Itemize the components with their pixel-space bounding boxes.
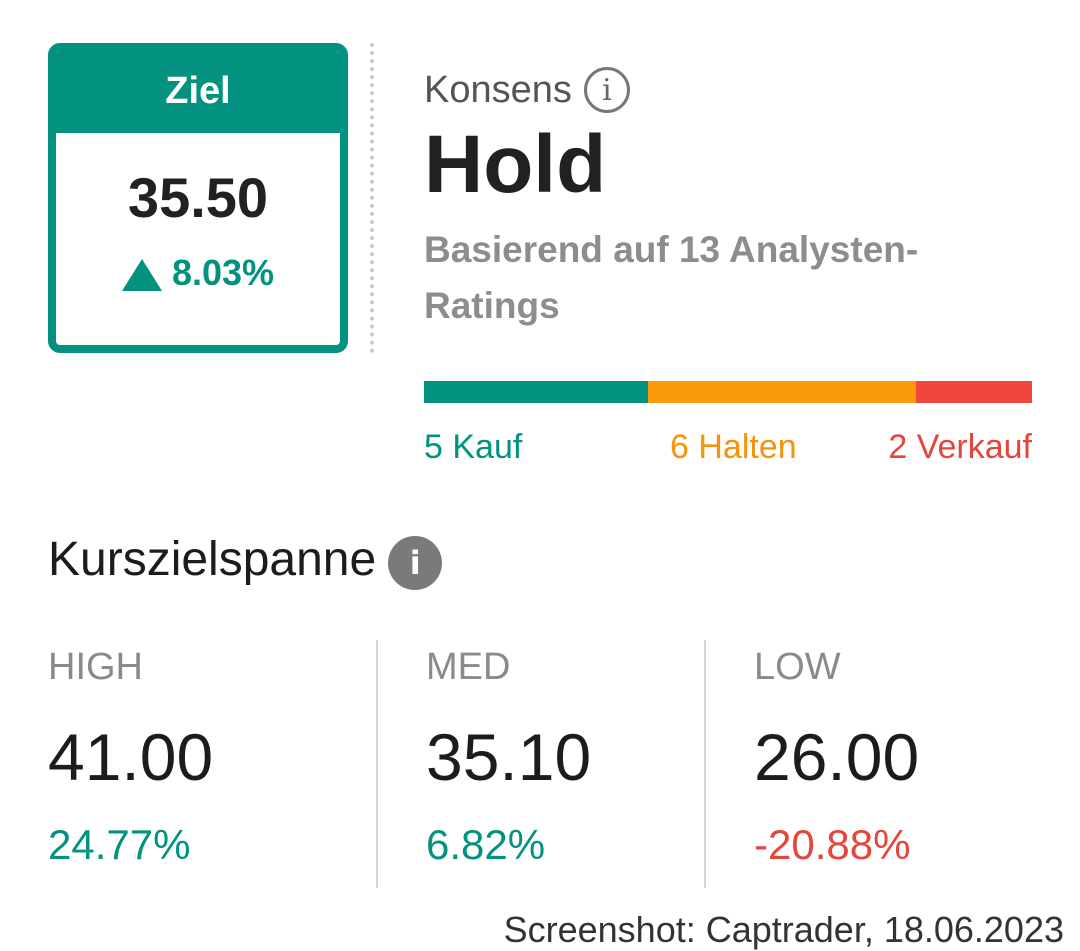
stat-value: 26.00 [754, 720, 920, 794]
rating-bar-hold-segment [647, 381, 916, 403]
range-title: Kurszielspanne [48, 532, 377, 586]
consensus-subtitle: Basierend auf 13 Analysten-Ratings [424, 229, 919, 326]
stat-value: 41.00 [48, 720, 214, 794]
info-icon[interactable]: i [583, 67, 630, 113]
stat-low: LOW 26.00 -20.88% [754, 640, 919, 888]
target-price-card: Ziel 35.50 8.03% [48, 43, 348, 353]
rating-distribution-bar [424, 381, 1032, 403]
stat-percent: -20.88% [754, 821, 911, 868]
consensus-header: Konsens i [424, 67, 630, 113]
range-section-header: Kurszielspanne i [48, 528, 443, 590]
rating-sell-label: 2 Verkauf [888, 428, 1032, 466]
info-icon[interactable]: i [388, 536, 443, 590]
consensus-label: Konsens [424, 68, 572, 111]
stat-label: MED [426, 646, 511, 688]
target-change: 8.03% [56, 252, 340, 294]
stat-high: HIGH 41.00 24.77% [48, 640, 213, 888]
target-price-value: 35.50 [127, 166, 269, 229]
stat-value: 35.10 [426, 720, 592, 794]
stat-label: LOW [754, 646, 841, 688]
triangle-up-icon [121, 259, 162, 291]
column-divider [376, 640, 378, 888]
rating-bar-sell-segment [915, 381, 1032, 403]
screenshot-watermark: Screenshot: Captrader, 18.06.2023 [497, 907, 1070, 951]
stat-label: HIGH [48, 646, 143, 688]
rating-bar-buy-segment [424, 381, 648, 403]
rating-labels: 5 Kauf 6 Halten 2 Verkauf [424, 428, 1032, 472]
stat-percent: 24.77% [48, 821, 191, 868]
target-change-value: 8.03% [171, 252, 275, 293]
stat-med: MED 35.10 6.82% [426, 640, 591, 888]
target-header: Ziel [56, 51, 340, 133]
consensus-value: Hold [424, 119, 607, 210]
rating-hold-label: 6 Halten [670, 428, 797, 466]
stat-percent: 6.82% [426, 821, 546, 868]
vertical-divider [370, 43, 374, 353]
rating-buy-label: 5 Kauf [424, 428, 523, 466]
column-divider [704, 640, 706, 888]
